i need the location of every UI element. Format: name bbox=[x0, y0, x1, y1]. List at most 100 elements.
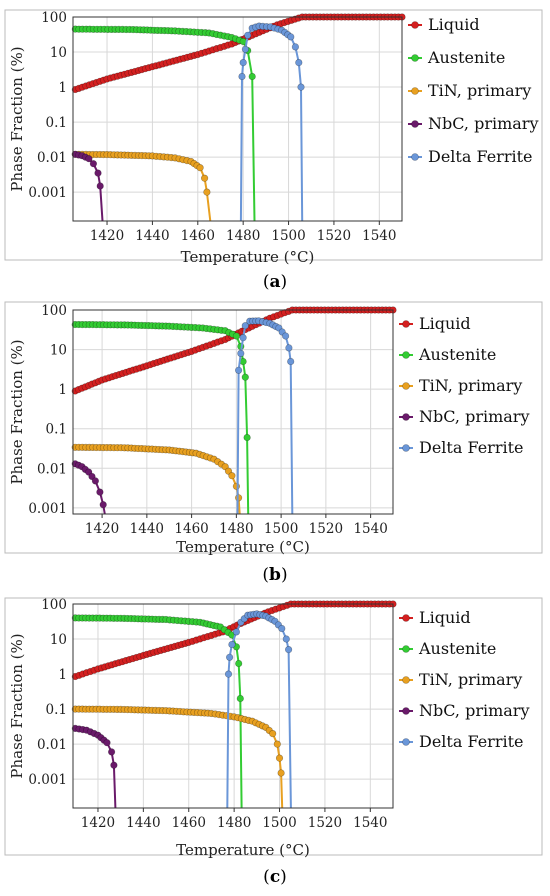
y-tick-label: 0.01 bbox=[37, 737, 67, 753]
chart-panel-a: 1420 1440 1460 1480 1500 1520 1540 100 10 1 0.1 0.0… bbox=[4, 9, 543, 292]
legend-swatch-marker bbox=[402, 444, 410, 452]
data-point bbox=[244, 31, 252, 39]
data-point bbox=[295, 58, 303, 67]
legend-label: TiN, primary bbox=[419, 670, 522, 689]
data-point bbox=[277, 769, 285, 777]
legend-swatch-marker bbox=[402, 382, 410, 390]
series-nbc-primary bbox=[71, 724, 118, 809]
data-point bbox=[287, 33, 295, 41]
legend-label: Liquid bbox=[419, 608, 471, 627]
x-tick-label: 1540 bbox=[362, 228, 396, 244]
legend-item: NbC, primary bbox=[399, 701, 530, 720]
legend-swatch-marker bbox=[411, 87, 419, 95]
legend-label: TiN, primary bbox=[419, 376, 522, 395]
data-point bbox=[243, 433, 251, 442]
series-delta-ferrite bbox=[235, 317, 295, 515]
y-tick-label: 0.1 bbox=[46, 115, 67, 131]
data-point bbox=[91, 477, 99, 485]
legend-swatch-marker bbox=[402, 413, 410, 421]
legend-swatch-marker bbox=[411, 120, 419, 128]
legend-item: Delta Ferrite bbox=[408, 147, 532, 166]
legend-item: Liquid bbox=[408, 15, 480, 34]
x-tick-label: 1440 bbox=[135, 228, 169, 244]
x-tick-label: 1440 bbox=[126, 815, 160, 831]
data-point bbox=[291, 43, 300, 51]
series-tin-primary bbox=[71, 150, 212, 222]
legend-swatch-marker bbox=[411, 153, 419, 161]
legend-label: Liquid bbox=[428, 15, 480, 34]
legend-item: Austenite bbox=[399, 345, 496, 364]
x-tick-label: 1420 bbox=[81, 815, 115, 831]
data-point bbox=[282, 332, 290, 340]
legend-item: TiN, primary bbox=[408, 81, 531, 100]
x-tick-label: 1460 bbox=[181, 228, 215, 244]
x-axis-label: Temperature (°C) bbox=[176, 841, 310, 859]
x-tick-label: 1500 bbox=[271, 228, 305, 244]
data-point bbox=[226, 653, 234, 661]
legend-item: Austenite bbox=[408, 48, 505, 67]
series-tin-primary bbox=[71, 443, 243, 515]
plot-area bbox=[73, 17, 402, 221]
series-austenite bbox=[71, 320, 251, 515]
legend-label: Austenite bbox=[427, 48, 505, 67]
data-point bbox=[110, 761, 118, 769]
y-tick-label: 1 bbox=[58, 80, 67, 96]
legend-item: NbC, primary bbox=[408, 114, 539, 133]
x-tick-label: 1420 bbox=[85, 521, 119, 537]
legend-label: Austenite bbox=[418, 345, 496, 364]
legend-swatch-marker bbox=[402, 676, 410, 684]
chart-panel-c: 1420 1440 1460 1480 1500 1520 1540 100 10 1 0.1 0.0… bbox=[4, 597, 543, 887]
panel-caption: (c) bbox=[263, 867, 287, 887]
legend-swatch-marker bbox=[402, 320, 410, 328]
x-tick-label: 1460 bbox=[172, 815, 206, 831]
legend-label: Delta Ferrite bbox=[428, 147, 532, 166]
y-tick-label: 0.001 bbox=[28, 501, 67, 517]
data-point bbox=[275, 754, 284, 762]
x-tick-label: 1500 bbox=[264, 521, 298, 537]
data-point bbox=[196, 164, 204, 172]
data-point bbox=[239, 334, 247, 342]
x-tick-label: 1480 bbox=[226, 228, 260, 244]
y-tick-label: 10 bbox=[50, 45, 67, 61]
x-axis-label: Temperature (°C) bbox=[176, 538, 310, 556]
y-tick-label: 0.1 bbox=[46, 702, 67, 718]
data-point bbox=[278, 624, 286, 633]
y-tick-label: 0.01 bbox=[37, 461, 67, 477]
legend-label: TiN, primary bbox=[428, 81, 531, 100]
series-delta-ferrite bbox=[238, 22, 305, 222]
legend-label: NbC, primary bbox=[428, 114, 539, 133]
panel-frame bbox=[4, 9, 543, 261]
legend-swatch-marker bbox=[411, 54, 419, 62]
x-tick-label: 1480 bbox=[217, 815, 251, 831]
legend-item: Austenite bbox=[399, 639, 496, 658]
data-point bbox=[228, 472, 236, 480]
series-nbc-primary bbox=[71, 150, 104, 222]
x-tick-label: 1520 bbox=[309, 521, 343, 537]
x-tick-label: 1440 bbox=[130, 521, 164, 537]
legend-label: Delta Ferrite bbox=[419, 438, 523, 457]
data-point bbox=[201, 174, 209, 182]
data-point bbox=[96, 488, 104, 496]
legend-item: TiN, primary bbox=[399, 376, 522, 395]
data-point bbox=[297, 83, 305, 91]
data-point bbox=[285, 645, 293, 654]
legend-item: Liquid bbox=[399, 314, 471, 333]
data-point bbox=[89, 160, 97, 168]
legend-swatch-marker bbox=[402, 614, 410, 622]
data-point bbox=[269, 729, 277, 738]
panel-caption: (a) bbox=[263, 272, 287, 292]
data-point bbox=[232, 332, 240, 340]
y-tick-label: 100 bbox=[41, 10, 67, 26]
data-point bbox=[273, 740, 281, 748]
data-point bbox=[285, 344, 293, 352]
legend-item: Liquid bbox=[399, 608, 471, 627]
data-point bbox=[241, 373, 249, 381]
data-point bbox=[287, 357, 295, 366]
data-point bbox=[224, 670, 233, 678]
data-point bbox=[228, 640, 236, 649]
legend-swatch-marker bbox=[402, 645, 410, 653]
panel-caption: (b) bbox=[262, 565, 287, 585]
series-austenite bbox=[71, 25, 256, 222]
data-point bbox=[232, 628, 240, 636]
